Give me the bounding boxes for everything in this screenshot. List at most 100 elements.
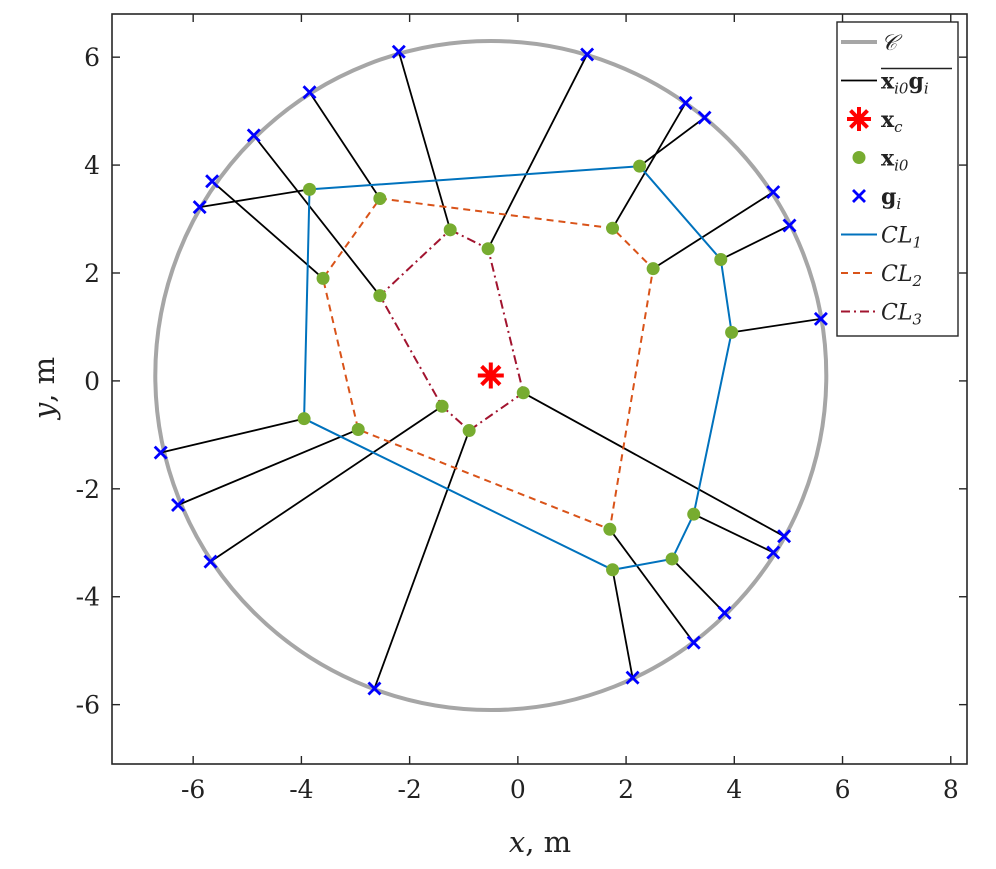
pair-line-14: [671, 558, 726, 614]
axis-variable: y: [27, 402, 61, 421]
x0-point-17: [462, 424, 476, 438]
goal-point-1: [192, 200, 207, 215]
x0-point-4: [373, 192, 387, 206]
legend-box: [836, 21, 959, 337]
x0-point-18: [435, 399, 449, 413]
pair-line-20: [160, 417, 305, 454]
goal-point-20: [153, 445, 168, 460]
x0-point-6: [481, 242, 495, 256]
pair-line-13: [693, 513, 774, 554]
y-axis-label: y, m: [27, 357, 61, 421]
pair-line-16: [611, 569, 634, 678]
x-tick-label: 0: [510, 775, 526, 804]
x0-point-14: [665, 552, 679, 566]
pair-line-6: [487, 54, 588, 250]
axis-unit: , m: [27, 357, 61, 403]
pair-line-4: [308, 91, 381, 200]
y-tick-label: 2: [84, 259, 100, 288]
x-tick-label: -4: [289, 775, 313, 804]
pair-line-19: [177, 428, 359, 506]
circle-layer: [153, 38, 829, 713]
x0-point-8: [633, 159, 647, 173]
x-tick-label: 2: [618, 775, 634, 804]
legend-label-cl2: CL2: [881, 262, 922, 290]
x-tick-label: 4: [726, 775, 742, 804]
legend-symbol-center: [847, 107, 871, 131]
markers-layer: [153, 44, 828, 696]
pair-line-5: [397, 51, 452, 231]
x-tick-label: 8: [943, 775, 959, 804]
y-tick-label: 0: [84, 367, 100, 396]
pair-line-9: [652, 191, 774, 270]
goal-point-8: [697, 110, 712, 125]
goal-point-18: [203, 554, 218, 569]
legend-symbol-g: [852, 189, 866, 203]
x0-point-16: [606, 563, 620, 577]
pair-line-17: [373, 430, 470, 689]
legend-label-center: xc: [881, 107, 903, 136]
goal-point-9: [766, 185, 781, 200]
pair-lines-layer: [160, 51, 822, 689]
pair-line-8: [639, 116, 706, 167]
x0-point-19: [351, 422, 365, 436]
pair-line-12: [522, 391, 785, 538]
goal-point-16: [625, 670, 640, 685]
axis-variable: x: [509, 825, 525, 859]
x-axis-label: x, m: [509, 825, 571, 859]
x0-point-2: [316, 271, 330, 285]
goal-point-14: [717, 605, 732, 620]
legend-label-g: gi: [881, 184, 901, 213]
x0-point-12: [516, 386, 530, 400]
goal-point-6: [580, 47, 595, 62]
legend-label-pairs: xi0gi: [881, 69, 929, 98]
pair-line-10: [720, 224, 790, 261]
goal-point-13: [766, 545, 781, 560]
goal-point-4: [302, 85, 317, 100]
legend-label-cl1: CL1: [881, 224, 922, 252]
x-tick-label: -2: [397, 775, 421, 804]
x0-point-7: [606, 221, 620, 235]
y-tick-label: -2: [76, 475, 100, 504]
x0-point-20: [297, 412, 311, 426]
pair-line-7: [611, 102, 687, 229]
x0-point-1: [303, 182, 317, 196]
pair-line-15: [609, 528, 695, 644]
goal-point-17: [367, 681, 382, 696]
legend-symbol-x0: [852, 151, 866, 164]
goal-point-19: [171, 498, 186, 512]
x0-point-10: [714, 253, 728, 267]
pair-line-1: [199, 188, 310, 209]
x0-point-13: [687, 507, 701, 521]
goal-point-12: [777, 529, 792, 544]
x0-point-9: [646, 262, 660, 276]
y-tick-label: 4: [84, 151, 100, 180]
x0-point-5: [443, 223, 457, 237]
y-tick-label: -4: [76, 583, 100, 612]
pair-line-11: [731, 317, 822, 334]
axes-layer: -6 -4 -2 0 2 4 6 8 -6 -4 -2 0 2 4 6: [76, 13, 968, 804]
legend-label-x0: xi0: [881, 146, 909, 175]
goal-point-3: [246, 128, 261, 143]
goal-point-2: [205, 174, 220, 189]
axis-unit: , m: [525, 825, 571, 859]
goal-point-15: [686, 635, 701, 650]
boundary-circle: [153, 38, 829, 713]
y-tick-label: 6: [84, 43, 100, 72]
goal-point-11: [813, 311, 828, 326]
center-point-marker: [477, 362, 504, 389]
goal-point-10: [782, 218, 797, 233]
axes-frame: [111, 13, 968, 765]
pair-line-3: [253, 134, 381, 297]
pair-line-18: [209, 405, 443, 563]
y-tick-label: -6: [76, 691, 100, 720]
x0-point-15: [603, 522, 617, 536]
goal-point-7: [678, 96, 693, 111]
x0-point-3: [373, 289, 387, 303]
x-tick-label: -6: [181, 775, 205, 804]
x-tick-label: 6: [835, 775, 851, 804]
goal-point-5: [391, 44, 406, 59]
x0-point-11: [725, 325, 739, 339]
